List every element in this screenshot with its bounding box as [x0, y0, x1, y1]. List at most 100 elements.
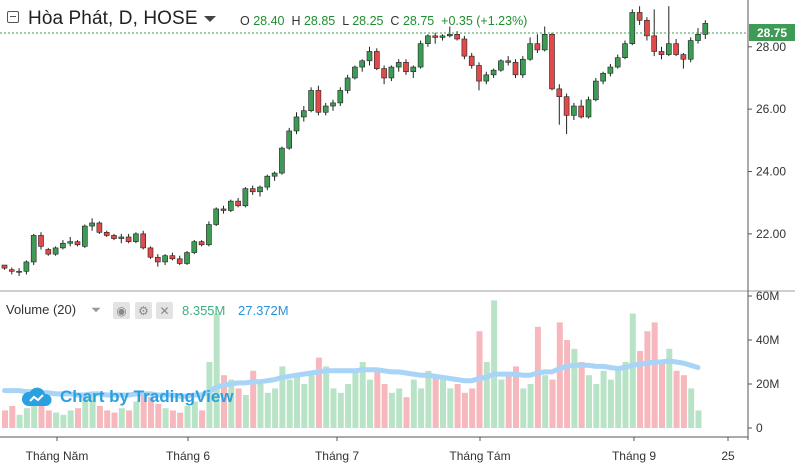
volume-bar	[315, 357, 322, 428]
candle-body	[322, 105, 329, 113]
candle	[468, 53, 475, 69]
candle-body	[549, 34, 555, 90]
gear-icon[interactable]: ⚙	[135, 302, 152, 319]
candle	[410, 65, 417, 78]
volume-bar	[513, 366, 519, 428]
candle	[1, 264, 8, 270]
candle	[578, 99, 585, 119]
volume-bar	[118, 408, 125, 428]
candle-body	[410, 66, 417, 73]
candle	[680, 53, 687, 69]
candle-body	[366, 51, 373, 62]
candle-body	[176, 258, 183, 264]
candle-body	[45, 249, 52, 255]
volume-ma-value: 27.372M	[238, 303, 289, 318]
candle-body	[607, 66, 614, 74]
candle-body	[74, 241, 81, 246]
candle	[549, 32, 555, 91]
candle	[534, 34, 541, 54]
candle	[366, 46, 373, 66]
candle	[23, 260, 30, 275]
volume-bar	[155, 403, 162, 428]
candle-body	[140, 233, 146, 249]
candle-body	[206, 224, 212, 246]
symbol-dropdown-icon[interactable]	[204, 16, 216, 22]
volume-bar	[184, 406, 191, 428]
candle-body	[103, 232, 110, 236]
volume-bar	[148, 397, 154, 428]
eye-icon[interactable]: ◉	[113, 302, 130, 319]
candle-body	[585, 99, 592, 118]
candle	[52, 246, 59, 256]
volume-bar	[491, 300, 498, 428]
volume-dropdown-icon[interactable]	[91, 307, 101, 313]
volume-bar	[461, 392, 468, 428]
close-icon[interactable]: ✕	[156, 302, 173, 319]
candle	[133, 232, 139, 244]
candle	[461, 35, 468, 60]
candle	[636, 6, 643, 25]
time-tick-label: Tháng 9	[612, 449, 656, 463]
volume-bar	[96, 406, 103, 428]
time-axis-ticks: Tháng Năm Tháng 6 Tháng 7 Tháng Tám Tháng 9 2…	[26, 437, 735, 463]
volume-bar	[505, 375, 512, 428]
candle-body	[242, 188, 249, 207]
volume-bar	[264, 392, 271, 428]
time-tick-label: Tháng 7	[315, 449, 359, 463]
price-candles	[1, 6, 709, 276]
volume-bar	[440, 379, 446, 428]
candle-body	[571, 105, 577, 116]
volume-bar	[381, 384, 388, 428]
candle-body	[9, 269, 15, 272]
candle-body	[125, 236, 132, 242]
candle	[563, 93, 570, 135]
candle-body	[578, 105, 585, 118]
volume-bar	[659, 362, 665, 428]
candle-body	[293, 116, 300, 132]
candle	[388, 65, 395, 82]
volume-bar	[578, 362, 585, 428]
candle-body	[381, 68, 387, 79]
collapse-legend-button[interactable]	[7, 11, 19, 23]
volume-bar	[111, 412, 118, 428]
tradingview-watermark[interactable]: Chart by TradingView	[20, 386, 234, 408]
candle	[585, 96, 592, 119]
volume-bar	[206, 362, 213, 428]
volume-bar	[520, 388, 527, 428]
volume-tick-label: 40M	[756, 333, 779, 347]
candle	[264, 174, 271, 191]
volume-bar	[447, 388, 454, 428]
low-label: L	[342, 14, 349, 28]
volume-bar	[140, 392, 147, 428]
symbol-title[interactable]: Hòa Phát, D, HOSE	[28, 8, 198, 29]
time-tick-label: Tháng Tám	[449, 449, 510, 463]
volume-legend-title[interactable]: Volume (20)	[6, 302, 76, 317]
volume-value: 8.355M	[182, 303, 226, 318]
candle	[176, 255, 183, 266]
candle-body	[592, 80, 599, 101]
candle	[519, 56, 526, 78]
candle	[687, 37, 694, 63]
volume-bar	[279, 366, 286, 428]
candle	[125, 233, 132, 244]
volume-bar	[534, 326, 541, 428]
volume-bar	[432, 375, 439, 428]
candle	[373, 48, 380, 71]
candle	[417, 40, 424, 69]
candle	[111, 233, 117, 241]
volume-bar	[527, 384, 534, 428]
volume-bar	[133, 401, 140, 428]
volume-bar	[673, 370, 680, 428]
candle	[74, 240, 81, 247]
candle-body	[476, 65, 482, 82]
high-label: H	[291, 14, 301, 28]
candle	[658, 46, 665, 60]
candle-body	[286, 130, 293, 149]
candle-body	[622, 43, 628, 58]
candle	[483, 71, 490, 85]
candle-body	[461, 38, 468, 57]
volume-bar	[294, 375, 300, 428]
candle	[16, 268, 22, 276]
candle-body	[198, 241, 205, 246]
